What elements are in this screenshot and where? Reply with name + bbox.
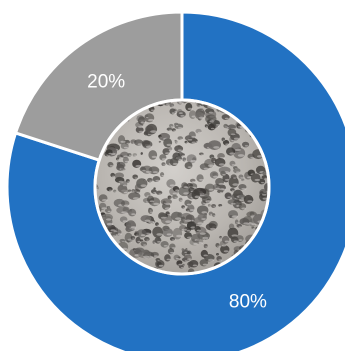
- center-texture-image: [93, 98, 271, 276]
- slice-label-20-percent: 20%: [87, 72, 125, 93]
- labels-group: 80% 20%: [87, 72, 267, 313]
- slice-label-80-percent: 80%: [229, 292, 267, 313]
